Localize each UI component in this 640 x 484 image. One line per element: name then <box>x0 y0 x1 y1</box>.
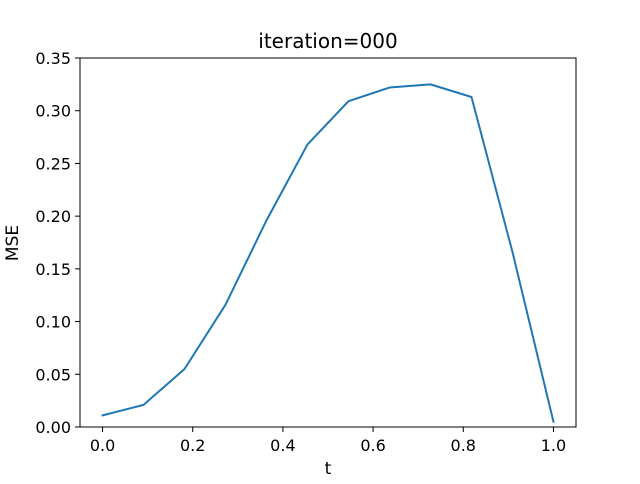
plot-frame <box>79 57 577 428</box>
chart-title: iteration=000 <box>258 29 397 53</box>
y-tick-label: 0.15 <box>35 260 71 279</box>
x-tick-label: 0.8 <box>451 436 476 455</box>
y-tick-label: 0.00 <box>35 418 71 437</box>
y-tick-label: 0.20 <box>35 207 71 226</box>
series-line-0 <box>101 83 555 423</box>
x-tick-label: 0.2 <box>180 436 205 455</box>
y-tick-label: 0.35 <box>35 49 71 68</box>
y-tick-label: 0.30 <box>35 102 71 121</box>
x-tick-label: 0.0 <box>90 436 115 455</box>
y-tick-label: 0.10 <box>35 313 71 332</box>
x-tick-label: 1.0 <box>541 436 566 455</box>
x-tick-label: 0.4 <box>270 436 295 455</box>
x-tick-label: 0.6 <box>360 436 385 455</box>
y-axis-ticks: 0.00 0.05 0.10 0.15 0.20 0.25 0.30 0.35 <box>35 49 80 437</box>
plot-area <box>79 57 577 428</box>
x-axis-ticks: 0.0 0.2 0.4 0.6 0.8 1.0 <box>90 427 566 455</box>
y-tick-label: 0.25 <box>35 154 71 173</box>
y-axis-label: MSE <box>3 225 23 261</box>
y-tick-label: 0.05 <box>35 365 71 384</box>
x-axis-label: t <box>325 459 332 479</box>
